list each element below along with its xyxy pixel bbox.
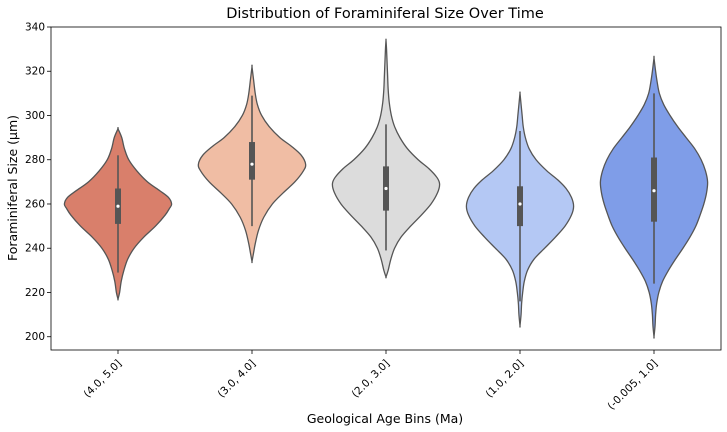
violins-layer [63, 38, 709, 339]
violin-median-1 [250, 162, 254, 166]
violin-median-0 [116, 204, 120, 208]
y-tick-label-2: 240 [25, 243, 45, 255]
y-axis: 200 220 240 260 280 300 320 340 [25, 22, 51, 343]
x-tick-label-0: (4.0, 5.0] [82, 358, 125, 401]
y-tick-label-1: 220 [25, 287, 45, 299]
violin-median-2 [384, 186, 388, 191]
x-tick-label-1: (3.0, 4.0] [216, 358, 259, 401]
x-axis-label: Geological Age Bins (Ma) [307, 411, 463, 426]
y-tick-label-6: 320 [25, 66, 45, 78]
x-axis: (4.0, 5.0] (3.0, 4.0] (2.0, 3.0] (1.0, 2.0]… [82, 350, 660, 413]
violin-median-4 [652, 189, 656, 193]
y-tick-label-7: 340 [25, 22, 45, 34]
violin-iqr-box-3 [517, 186, 523, 227]
y-tick-label-4: 280 [25, 154, 45, 166]
y-tick-label-0: 200 [25, 331, 45, 343]
violin-median-3 [518, 202, 522, 206]
x-tick-label-4: (-0.005, 1.0] [605, 358, 660, 413]
y-tick-label-3: 260 [25, 198, 45, 210]
violin-iqr-box-1 [249, 142, 255, 180]
y-axis-label: Foraminiferal Size (µm) [5, 115, 20, 261]
x-tick-label-2: (2.0, 3.0] [350, 358, 393, 401]
y-tick-label-5: 300 [25, 110, 45, 122]
chart-title: Distribution of Foraminiferal Size Over … [226, 6, 544, 22]
x-tick-label-3: (1.0, 2.0] [484, 358, 527, 401]
